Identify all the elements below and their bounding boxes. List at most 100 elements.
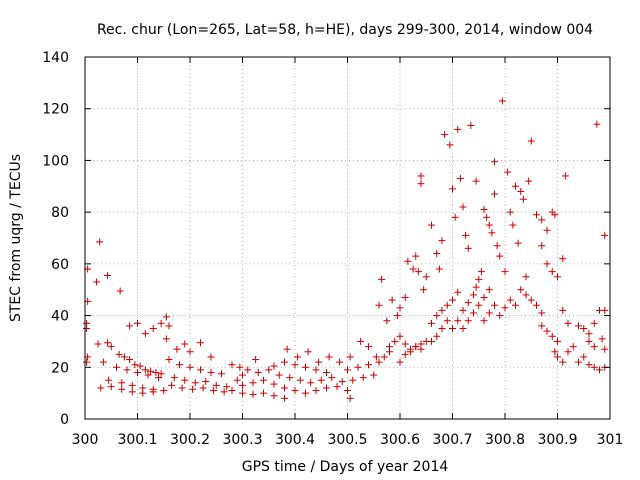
data-point (128, 388, 136, 396)
data-point (93, 278, 101, 286)
data-point (346, 394, 354, 402)
data-point (181, 376, 189, 384)
data-point (441, 131, 449, 139)
data-point (548, 332, 556, 340)
data-point (170, 374, 178, 382)
data-point (446, 141, 454, 149)
data-point (601, 306, 609, 314)
data-point (417, 180, 425, 188)
data-point (470, 309, 477, 317)
data-point (433, 312, 441, 320)
data-point (239, 371, 246, 379)
data-point (96, 238, 104, 246)
data-point (428, 319, 435, 327)
data-point (464, 244, 472, 252)
data-point (522, 291, 530, 299)
y-tick-label: 140 (42, 50, 69, 66)
data-point (533, 211, 540, 219)
x-tick-label: 300.2 (170, 432, 210, 448)
data-point (483, 213, 491, 221)
data-point (83, 325, 91, 332)
data-point (585, 337, 593, 345)
data-point (407, 348, 414, 356)
data-point (186, 348, 194, 356)
data-point (491, 190, 498, 198)
data-point (249, 379, 257, 387)
data-point (123, 366, 131, 374)
data-point (155, 374, 162, 382)
data-point (365, 361, 372, 369)
data-point (420, 286, 428, 294)
data-point (569, 343, 577, 351)
data-point (601, 345, 609, 353)
data-point (286, 374, 294, 382)
data-point (543, 260, 551, 268)
data-point (291, 387, 299, 395)
data-point (472, 177, 480, 185)
data-point (244, 366, 252, 374)
x-tick-label: 300.4 (275, 432, 315, 448)
data-point (338, 378, 346, 386)
data-point (191, 379, 199, 387)
data-point (533, 301, 540, 309)
data-point (134, 368, 141, 376)
x-tick-label: 300.9 (537, 432, 577, 448)
data-point (260, 376, 267, 384)
data-point (120, 353, 128, 361)
data-point (357, 337, 365, 345)
data-point (538, 309, 546, 317)
data-point (590, 319, 598, 327)
data-point (370, 371, 378, 379)
data-point (401, 340, 409, 348)
data-point (294, 353, 302, 361)
data-point (249, 390, 257, 398)
data-point (401, 350, 409, 358)
data-point (480, 317, 488, 325)
data-point (328, 374, 336, 382)
data-point (323, 368, 330, 376)
data-point (141, 366, 149, 374)
data-point (104, 339, 112, 347)
y-axis-label: STEC from uqrg / TECUs (8, 154, 24, 322)
x-axis-ticks: 300 300.1 300.2 300.3 300.4 300.5 300.6 300.7 30… (72, 57, 623, 448)
data-point (485, 309, 493, 317)
data-point (160, 387, 168, 395)
x-axis-label: GPS time / Days of year 2014 (242, 459, 449, 475)
data-point (281, 384, 288, 392)
data-point (260, 389, 267, 397)
data-point (472, 283, 480, 291)
data-point (590, 343, 598, 351)
data-point (412, 252, 420, 260)
data-point (157, 370, 165, 378)
data-point (409, 265, 417, 273)
data-point (165, 356, 173, 364)
data-point (509, 221, 517, 229)
data-point (312, 366, 320, 374)
data-point (459, 306, 467, 314)
data-point (375, 301, 383, 309)
data-point (270, 392, 278, 400)
data-point (404, 257, 412, 265)
data-point (149, 325, 157, 332)
data-point (354, 363, 362, 371)
data-point (333, 383, 341, 391)
data-point (94, 340, 102, 348)
data-point (491, 301, 498, 309)
data-point (233, 376, 241, 384)
data-point (228, 387, 236, 395)
data-point (504, 168, 512, 176)
data-point (115, 350, 123, 358)
data-point (270, 362, 278, 370)
data-point (317, 376, 325, 384)
data-point (485, 221, 493, 229)
data-point (438, 237, 446, 245)
y-axis-ticks: 0 20 40 60 80 100 120 140 (42, 50, 610, 428)
data-point (449, 296, 456, 304)
data-point (393, 312, 401, 320)
data-point (197, 339, 204, 347)
data-point (485, 286, 493, 294)
data-point (475, 275, 483, 283)
y-tick-label: 100 (42, 153, 69, 169)
data-point (107, 343, 115, 351)
y-tick-label: 80 (51, 205, 69, 221)
